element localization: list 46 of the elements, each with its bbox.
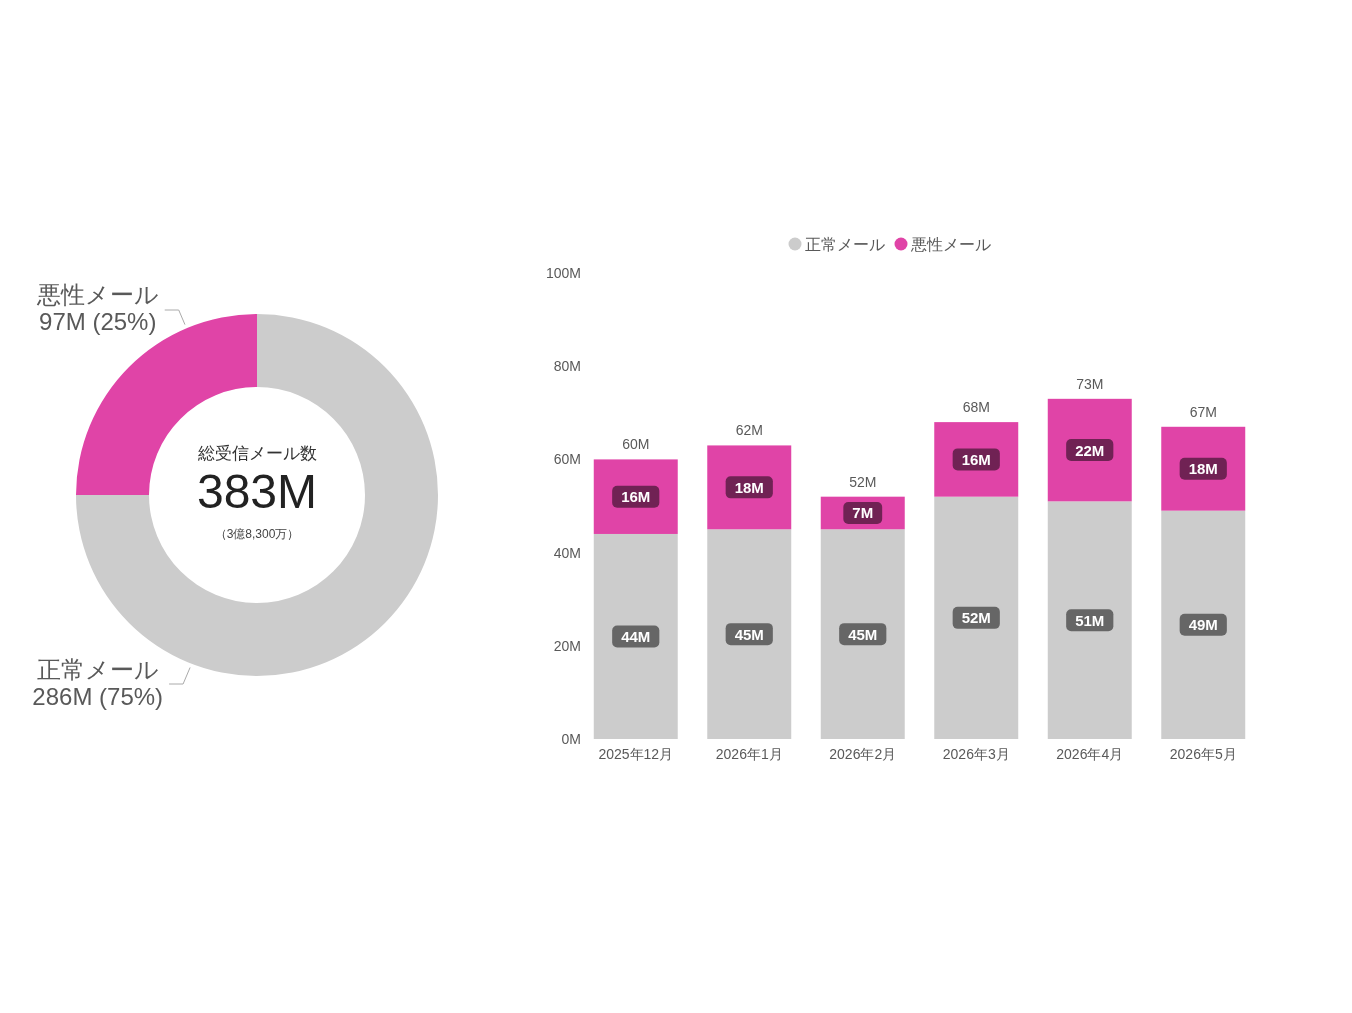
total-label: 68M (962, 399, 990, 416)
legend-label: 正常メール (804, 236, 885, 253)
data-label: 18M (734, 478, 764, 496)
data-label: 18M (1188, 460, 1218, 478)
data-label: 7M (852, 504, 874, 522)
data-label: 22M (1075, 441, 1105, 459)
legend-label: 悪性メール (909, 236, 991, 253)
data-label: 45M (848, 625, 878, 643)
data-label: 16M (961, 450, 991, 468)
y-tick-label: 80M (553, 358, 581, 375)
data-label: 52M (961, 609, 991, 627)
slice-label: 正常メール (36, 656, 159, 683)
text: （3億8,300万） (214, 527, 300, 541)
total-label: 62M (735, 422, 763, 439)
y-tick-label: 20M (553, 637, 581, 654)
bar (1047, 501, 1132, 739)
total-label: 52M (849, 473, 877, 490)
x-tick-label: 2026年5月 (1169, 746, 1237, 762)
data-label: 45M (734, 625, 764, 643)
total-label: 60M (622, 436, 650, 453)
slice-label: 悪性メール (35, 281, 159, 308)
data-label: 286M (75%) (32, 683, 164, 710)
x-tick-label: 2026年1月 (715, 746, 783, 762)
x-tick-label: 2026年3月 (942, 746, 1010, 762)
text: 383M (196, 465, 318, 518)
y-tick-label: 100M (545, 265, 581, 281)
bar (707, 529, 792, 739)
y-tick-label: 0M (561, 731, 581, 747)
total-label: 73M (1076, 375, 1104, 392)
data-label: 51M (1075, 611, 1105, 629)
total-label: 67M (1189, 403, 1217, 420)
data-label: 97M (25%) (39, 308, 157, 335)
x-tick-label: 2026年4月 (1056, 746, 1124, 762)
bar (1047, 398, 1132, 502)
x-tick-label: 2026年2月 (829, 746, 897, 762)
data-label: 49M (1188, 616, 1218, 634)
data-label: 16M (621, 488, 651, 506)
bar (934, 496, 1019, 739)
x-tick-label: 2025年12月 (598, 746, 674, 762)
y-tick-label: 60M (553, 451, 581, 468)
y-tick-label: 40M (553, 544, 581, 561)
data-label: 44M (621, 627, 651, 645)
text: 総受信メール数 (196, 444, 317, 463)
bar (820, 529, 905, 739)
bar (593, 533, 678, 739)
bar (1161, 510, 1246, 739)
